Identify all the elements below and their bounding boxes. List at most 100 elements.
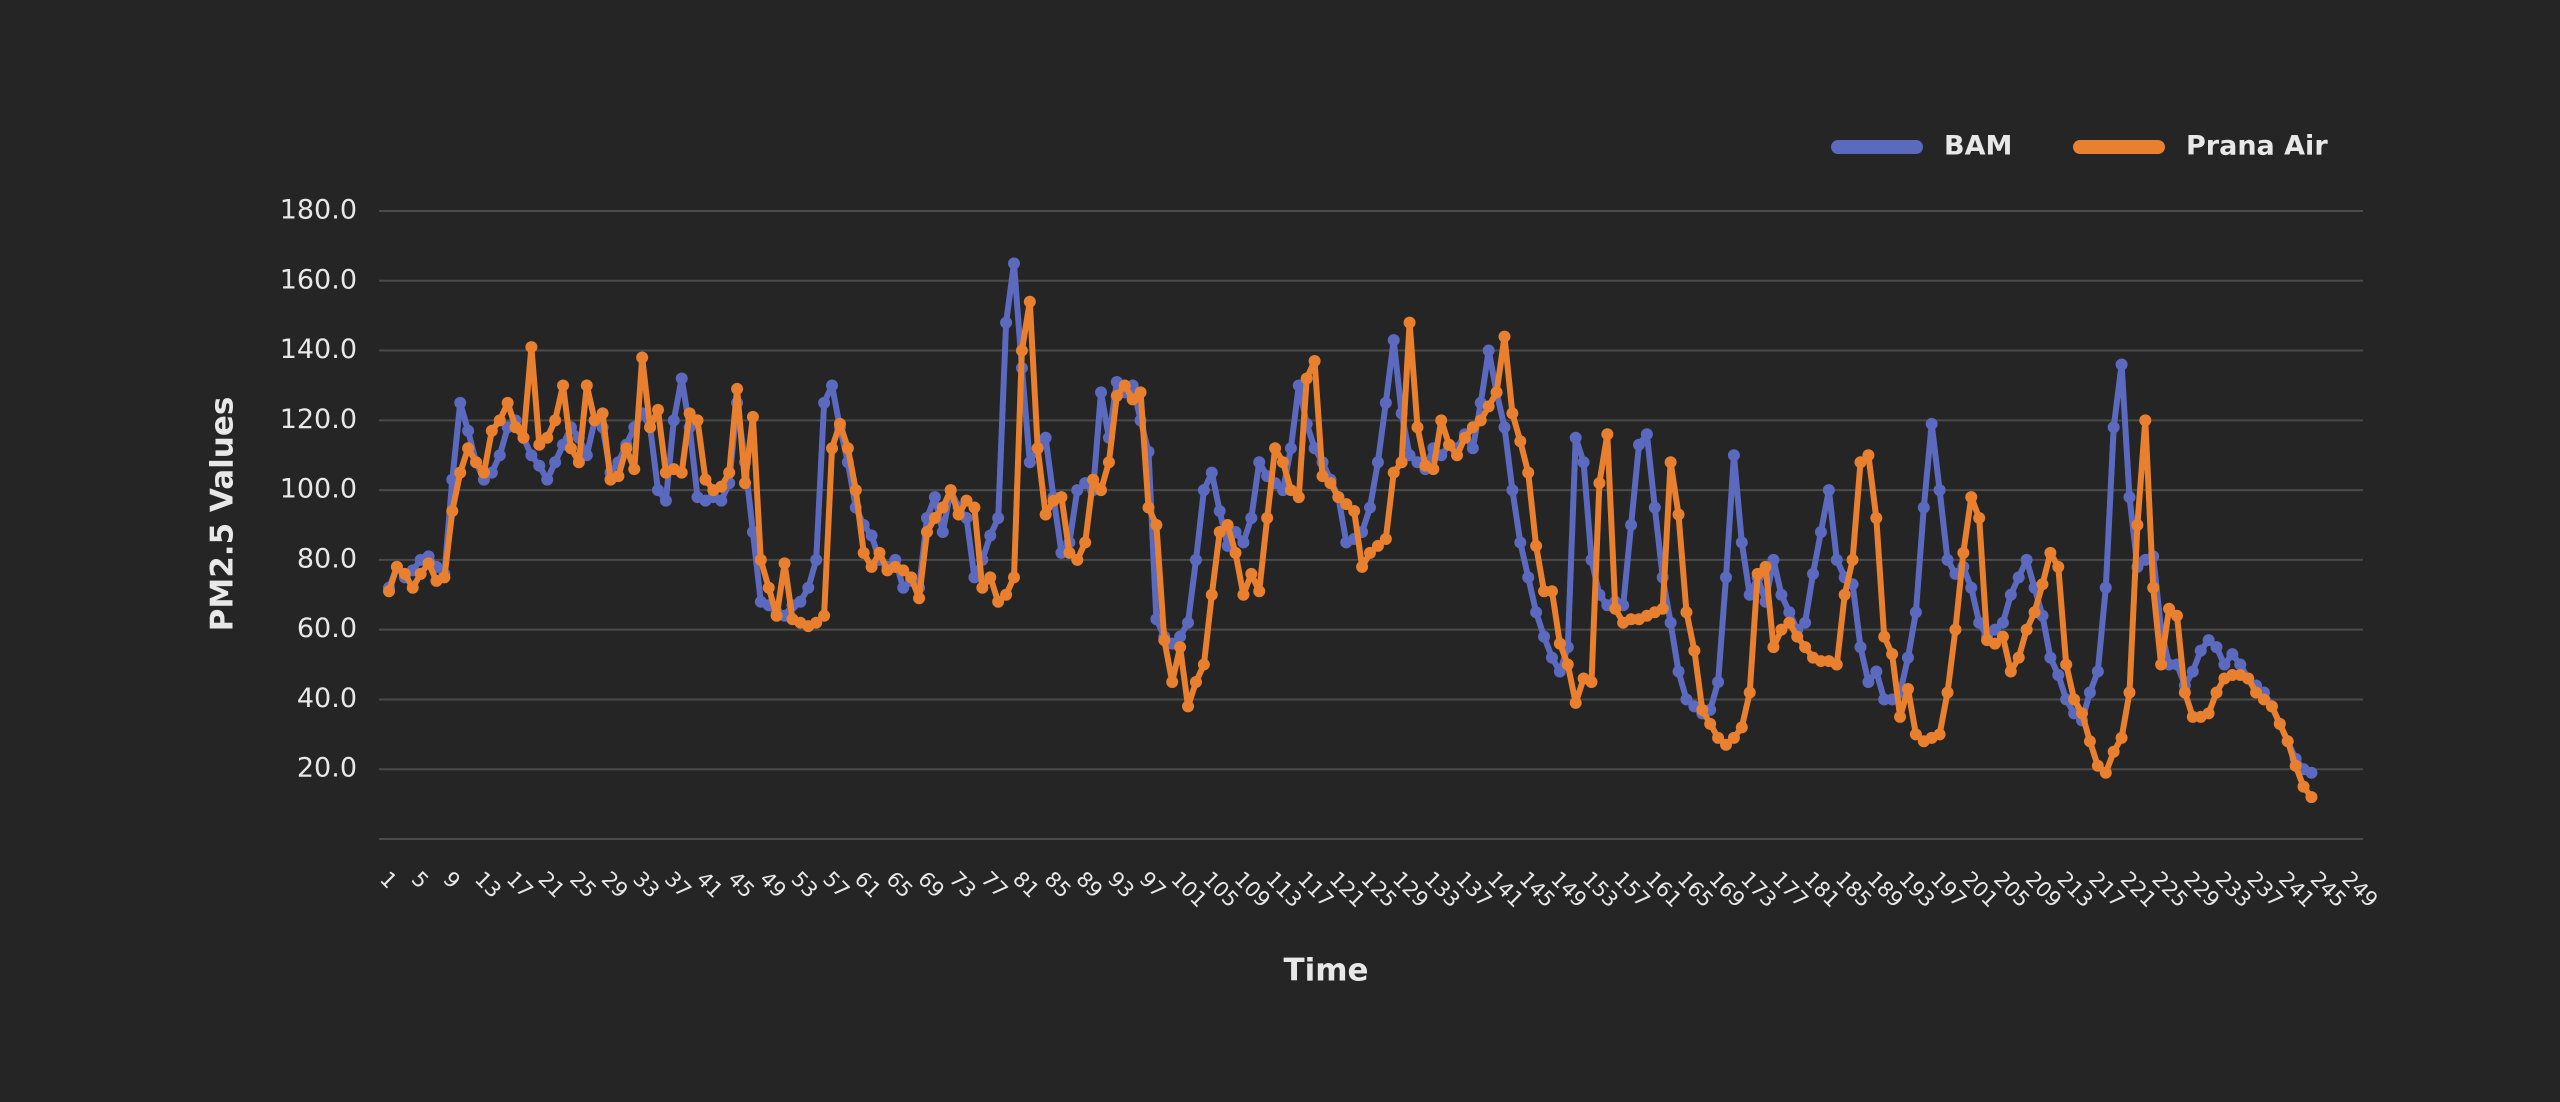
- data-point: [1205, 466, 1218, 479]
- data-point: [1364, 501, 1376, 514]
- data-point: [1672, 665, 1685, 678]
- data-point: [1340, 498, 1353, 511]
- data-point: [1538, 630, 1551, 643]
- data-point: [438, 571, 451, 584]
- data-point: [1870, 665, 1883, 678]
- data-point: [636, 351, 649, 364]
- data-point: [944, 484, 957, 497]
- data-point: [723, 466, 736, 479]
- data-point: [1245, 512, 1258, 525]
- data-point: [1743, 686, 1756, 699]
- data-point: [1901, 682, 1914, 695]
- data-point: [1680, 693, 1693, 706]
- data-point: [1387, 466, 1400, 479]
- data-point: [1514, 536, 1527, 549]
- data-point: [612, 470, 625, 483]
- data-point: [2194, 644, 2207, 657]
- data-point: [2099, 581, 2112, 594]
- data-point: [1530, 606, 1543, 619]
- y-tick-label: 160.0: [280, 264, 357, 295]
- data-point: [857, 546, 870, 559]
- data-point: [2305, 791, 2318, 804]
- data-point: [564, 442, 577, 455]
- data-point: [1300, 372, 1313, 385]
- data-point: [691, 414, 704, 427]
- data-point: [509, 421, 522, 434]
- data-point: [1609, 602, 1622, 615]
- data-point: [920, 525, 933, 538]
- data-point: [2107, 745, 2120, 758]
- data-point: [1767, 641, 1780, 654]
- data-point: [1245, 567, 1258, 580]
- data-point: [2305, 766, 2318, 779]
- data-point: [746, 410, 759, 423]
- data-point: [2139, 414, 2152, 427]
- data-point: [644, 421, 657, 434]
- data-point: [1332, 491, 1345, 504]
- data-point: [2036, 578, 2049, 591]
- data-point: [446, 505, 459, 518]
- data-point: [596, 407, 609, 420]
- data-point: [770, 609, 783, 622]
- data-point: [1996, 616, 2009, 629]
- data-point: [1443, 438, 1456, 451]
- data-point: [936, 525, 949, 538]
- data-point: [2044, 546, 2057, 559]
- data-point: [2289, 759, 2302, 772]
- data-point: [2028, 606, 2041, 619]
- data-point: [1039, 508, 1052, 521]
- data-point: [739, 477, 752, 490]
- data-point: [2052, 560, 2065, 573]
- data-point: [1174, 641, 1187, 654]
- data-point: [2012, 651, 2025, 664]
- data-point: [1965, 491, 1978, 504]
- data-point: [1229, 546, 1242, 559]
- data-point: [1988, 637, 2001, 650]
- data-point: [1720, 571, 1733, 584]
- data-point: [533, 459, 546, 472]
- data-point: [1569, 696, 1582, 709]
- data-point: [1000, 316, 1013, 329]
- data-point: [1007, 571, 1020, 584]
- data-point: [1403, 316, 1416, 329]
- data-point: [1411, 421, 1424, 434]
- data-point: [477, 466, 490, 479]
- data-point: [2076, 707, 2089, 720]
- data-point: [541, 431, 554, 444]
- data-point: [699, 473, 712, 486]
- data-point: [2202, 634, 2215, 647]
- data-point: [1071, 484, 1084, 497]
- data-point: [2099, 766, 2112, 779]
- x-axis-title: Time: [1283, 953, 1368, 989]
- data-point: [865, 560, 878, 573]
- data-point: [1205, 588, 1218, 601]
- data-point: [1079, 536, 1092, 549]
- data-point: [1530, 539, 1543, 552]
- data-point: [1656, 602, 1669, 615]
- data-point: [1807, 567, 1820, 580]
- data-point: [1846, 553, 1859, 566]
- data-point: [1830, 553, 1843, 566]
- data-point: [1213, 525, 1226, 538]
- data-point: [2068, 693, 2081, 706]
- y-tick-label: 180.0: [280, 195, 357, 226]
- data-point: [1490, 386, 1503, 399]
- data-point: [1561, 658, 1574, 671]
- data-point: [2083, 686, 2096, 699]
- data-point: [794, 595, 807, 608]
- data-point: [1759, 560, 1772, 573]
- data-point: [1838, 588, 1851, 601]
- data-point: [1957, 546, 1970, 559]
- data-point: [2020, 553, 2033, 566]
- data-point: [1435, 414, 1448, 427]
- data-point: [1601, 428, 1614, 441]
- data-point: [2178, 686, 2191, 699]
- data-point: [1379, 532, 1392, 545]
- data-point: [928, 491, 941, 504]
- data-point: [2052, 669, 2065, 682]
- data-point: [1909, 606, 1922, 619]
- data-point: [1189, 553, 1202, 566]
- data-point: [1063, 546, 1076, 559]
- data-point: [572, 456, 585, 469]
